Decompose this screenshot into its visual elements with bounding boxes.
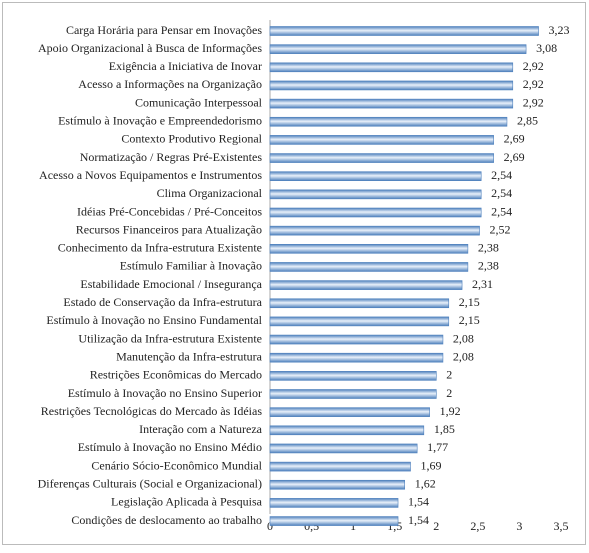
bar: [269, 298, 450, 309]
y-tick-label: Restrições Tecnológicas do Mercado às Id…: [41, 404, 263, 418]
bar: [269, 80, 514, 91]
value-label: 1,54: [408, 495, 429, 509]
bar: [269, 389, 437, 399]
y-tick-label: Comunicação Interpessoal: [135, 95, 263, 109]
value-label: 2,54: [491, 186, 512, 200]
y-tick-label: Interação com a Natureza: [139, 422, 263, 436]
y-tick-label: Idéias Pré-Concebidas / Pré-Conceitos: [77, 204, 262, 218]
value-label: 2,69: [504, 150, 525, 164]
bar: [269, 244, 469, 254]
bar: [269, 316, 450, 327]
bar: [269, 407, 430, 417]
y-tick-label: Diferenças Culturais (Social e Organizac…: [38, 477, 262, 491]
value-label: 2,15: [459, 295, 480, 309]
bar: [269, 62, 514, 73]
y-tick-label: Utilização da Infra-estrutura Existente: [78, 331, 262, 345]
value-label: 1,92: [440, 404, 461, 418]
bar: [269, 280, 463, 290]
value-label: 2,92: [523, 59, 544, 73]
bar: [269, 153, 494, 163]
value-label: 1,85: [434, 422, 455, 436]
bar: [269, 516, 399, 526]
chart-border: [2, 2, 586, 545]
x-tick-label: 2: [433, 519, 439, 533]
value-label: 1,54: [408, 513, 429, 527]
value-label: 3,08: [536, 41, 557, 55]
y-tick-label: Estado de Conservação da Infra-estrutura: [63, 295, 262, 309]
bar: [269, 207, 482, 218]
value-label: 2,08: [453, 349, 474, 363]
y-tick-label: Apoio Organizacional à Busca de Informaç…: [38, 41, 262, 55]
x-tick-label: 2,5: [470, 519, 485, 533]
value-label: 3,23: [549, 23, 570, 37]
value-label: 2,08: [453, 331, 474, 345]
value-label: 2,54: [491, 168, 512, 182]
bar: [269, 371, 437, 381]
value-label: 2,92: [523, 95, 544, 109]
bar: [269, 171, 482, 181]
bar: [269, 189, 482, 200]
y-tick-label: Exigência a Iniciativa de Inovar: [109, 59, 262, 73]
y-tick-label: Clima Organizacional: [157, 186, 263, 200]
bar: [269, 262, 469, 272]
y-tick-label: Condições de deslocamento ao trabalho: [71, 513, 262, 527]
y-tick-label: Legislação Aplicada à Pesquisa: [111, 495, 263, 509]
y-tick-label: Normatização / Regras Pré-Existentes: [80, 150, 263, 164]
value-label: 2,15: [459, 313, 480, 327]
y-tick-label: Acesso a Novos Equipamentos e Instrument…: [39, 168, 262, 182]
bar: [269, 334, 444, 345]
bar: [269, 479, 405, 490]
bar: [269, 461, 411, 472]
bar: [269, 498, 399, 508]
y-tick-label: Manutenção da Infra-estrutura: [116, 349, 263, 363]
y-tick-label: Contexto Produtivo Regional: [121, 132, 262, 146]
value-label: 2: [446, 386, 452, 400]
value-label: 2: [446, 368, 452, 382]
value-label: 2,92: [523, 77, 544, 91]
y-tick-label: Estímulo à Inovação no Ensino Médio: [78, 440, 262, 454]
bar: [269, 425, 425, 436]
value-label: 2,38: [478, 241, 499, 255]
value-label: 1,77: [427, 440, 448, 454]
bar: [269, 44, 527, 54]
value-label: 2,52: [490, 222, 511, 236]
value-label: 1,62: [415, 477, 436, 491]
y-tick-label: Cenário Sócio-Econômico Mundial: [91, 458, 262, 472]
y-tick-label: Estímulo à Inovação e Empreendedorismo: [58, 114, 262, 128]
y-tick-label: Estímulo à Inovação no Ensino Superior: [68, 386, 262, 400]
y-tick-label: Estímulo à Inovação no Ensino Fundamenta…: [46, 313, 262, 327]
x-tick-label: 3,5: [554, 519, 569, 533]
value-label: 2,85: [517, 114, 538, 128]
bar: [269, 26, 539, 36]
bar: [269, 225, 480, 236]
bar: [269, 98, 514, 109]
value-label: 2,54: [491, 204, 512, 218]
y-tick-label: Estímulo Familiar à Inovação: [120, 259, 262, 273]
x-tick-label: 3: [516, 519, 522, 533]
bar: [269, 352, 444, 363]
bar: [269, 135, 494, 145]
y-tick-label: Restrições Econômicas do Mercado: [90, 368, 262, 382]
value-label: 2,69: [504, 132, 525, 146]
y-tick-label: Carga Horária para Pensar em Inovações: [66, 23, 262, 37]
y-tick-label: Recursos Financeiros para Atualização: [76, 222, 262, 236]
value-label: 2,38: [478, 259, 499, 273]
y-tick-label: Conhecimento da Infra-estrutura Existent…: [58, 241, 262, 255]
y-tick-label: Acesso a Informações na Organização: [78, 77, 262, 91]
value-label: 2,31: [472, 277, 493, 291]
y-tick-label: Estabilidade Emocional / Insegurança: [80, 277, 262, 291]
value-label: 1,69: [421, 458, 442, 472]
bar: [269, 116, 508, 127]
bar: [269, 443, 418, 454]
